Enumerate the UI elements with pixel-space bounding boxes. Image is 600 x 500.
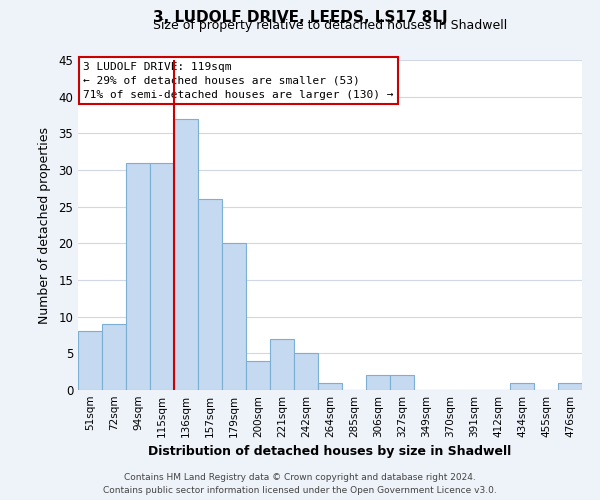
Text: 3, LUDOLF DRIVE, LEEDS, LS17 8LJ: 3, LUDOLF DRIVE, LEEDS, LS17 8LJ: [152, 10, 448, 25]
Bar: [198, 200, 222, 390]
X-axis label: Distribution of detached houses by size in Shadwell: Distribution of detached houses by size …: [148, 446, 512, 458]
Bar: [222, 244, 246, 390]
Bar: [318, 382, 342, 390]
Bar: [174, 118, 198, 390]
Bar: [510, 382, 534, 390]
Bar: [102, 324, 126, 390]
Bar: [150, 162, 174, 390]
Text: Contains HM Land Registry data © Crown copyright and database right 2024.
Contai: Contains HM Land Registry data © Crown c…: [103, 474, 497, 495]
Bar: [390, 376, 414, 390]
Bar: [270, 338, 294, 390]
Y-axis label: Number of detached properties: Number of detached properties: [38, 126, 52, 324]
Bar: [126, 162, 150, 390]
Bar: [294, 354, 318, 390]
Bar: [246, 360, 270, 390]
Text: 3 LUDOLF DRIVE: 119sqm
← 29% of detached houses are smaller (53)
71% of semi-det: 3 LUDOLF DRIVE: 119sqm ← 29% of detached…: [83, 62, 394, 100]
Bar: [366, 376, 390, 390]
Bar: [78, 332, 102, 390]
Title: Size of property relative to detached houses in Shadwell: Size of property relative to detached ho…: [153, 20, 507, 32]
Bar: [558, 382, 582, 390]
